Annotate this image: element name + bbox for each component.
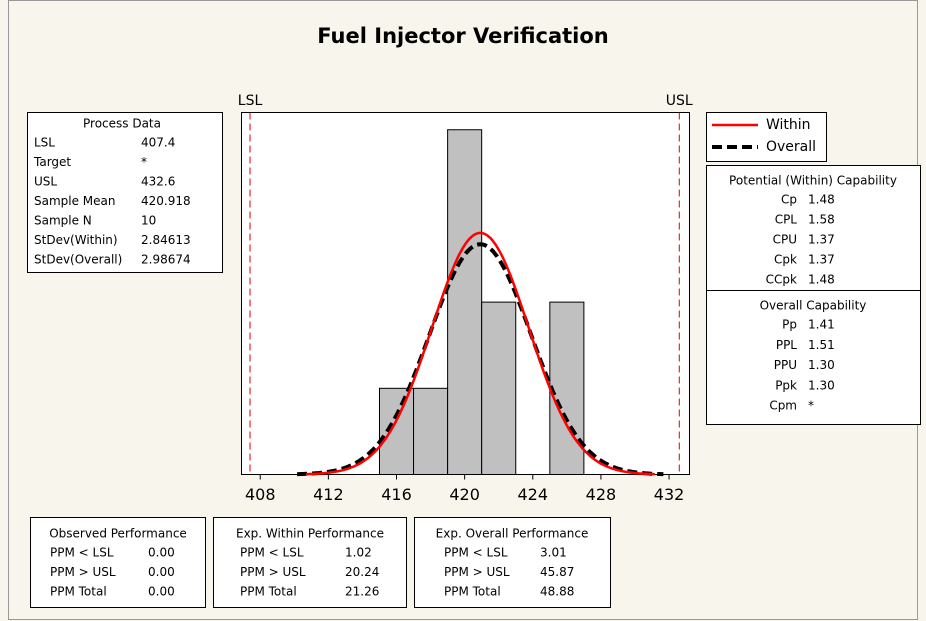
x-tick-label: 424 <box>518 485 549 504</box>
row-label: USL <box>34 175 57 189</box>
x-tick-label: 412 <box>313 485 344 504</box>
legend-label: Overall <box>766 139 816 155</box>
row-label: Sample Mean <box>34 194 116 208</box>
histogram-bar <box>378 387 415 475</box>
row-value: 1.37 <box>808 253 835 267</box>
x-tick-label: 420 <box>449 485 480 504</box>
row-value: 20.24 <box>345 565 379 579</box>
row-value: 407.4 <box>141 136 175 150</box>
row-label: StDev(Overall) <box>34 253 122 267</box>
histogram-bar <box>413 387 449 475</box>
row-label: PPM Total <box>444 585 501 599</box>
row-value: * <box>141 155 147 169</box>
row-label: PPM > USL <box>444 565 510 579</box>
row-label: StDev(Within) <box>34 233 118 247</box>
histogram-bar <box>549 301 585 475</box>
row-label: Cp <box>781 193 797 207</box>
row-value: 48.88 <box>540 585 574 599</box>
row-label: Ppk <box>775 378 797 392</box>
legend-label: Within <box>766 117 811 133</box>
row-label: PPM Total <box>50 585 107 599</box>
row-value: 1.02 <box>345 546 372 560</box>
row-label: PPM > USL <box>50 565 116 579</box>
chart-title: Fuel Injector Verification <box>317 24 609 48</box>
row-label: CPL <box>775 213 798 227</box>
x-tick-label: 432 <box>654 485 685 504</box>
within-box <box>213 517 407 608</box>
row-label: CCpk <box>766 273 797 287</box>
row-label: Cpk <box>774 253 797 267</box>
row-label: Sample N <box>34 214 92 228</box>
row-label: Target <box>33 155 71 169</box>
x-tick-label: 428 <box>586 485 617 504</box>
row-value: 1.48 <box>808 193 835 207</box>
row-value: 1.30 <box>808 358 835 372</box>
table-title: Process Data <box>83 117 161 131</box>
row-label: LSL <box>34 136 55 150</box>
row-label: PPM < LSL <box>444 546 508 560</box>
row-value: 0.00 <box>148 546 175 560</box>
histogram-bar <box>447 129 483 475</box>
row-value: 1.37 <box>808 233 835 247</box>
row-value: 1.58 <box>808 213 835 227</box>
row-value: * <box>808 399 814 413</box>
observed-box <box>30 517 206 608</box>
row-label: Pp <box>782 318 797 332</box>
row-label: PPU <box>774 358 797 372</box>
row-label: PPM Total <box>240 585 297 599</box>
table-title: Overall Capability <box>760 299 867 313</box>
row-label: PPM < LSL <box>240 546 304 560</box>
row-value: 1.30 <box>808 378 835 392</box>
row-label: PPM > USL <box>240 565 306 579</box>
table-title: Exp. Within Performance <box>236 527 384 541</box>
row-value: 10 <box>141 214 156 228</box>
fit-curve <box>305 231 655 476</box>
row-value: 2.84613 <box>141 233 191 247</box>
x-tick-label: 408 <box>245 485 276 504</box>
row-value: 1.51 <box>808 338 835 352</box>
overall-box <box>414 517 611 608</box>
table-title: Observed Performance <box>49 527 187 541</box>
row-value: 1.48 <box>808 273 835 287</box>
process-data-box <box>27 112 223 273</box>
row-value: 2.98674 <box>141 253 191 267</box>
row-value: 21.26 <box>345 585 379 599</box>
row-label: CPU <box>773 233 797 247</box>
table-title: Potential (Within) Capability <box>729 174 897 188</box>
row-label: Cpm <box>769 399 797 413</box>
row-label: PPL <box>776 338 797 352</box>
row-value: 3.01 <box>540 546 567 560</box>
x-tick-label: 416 <box>381 485 412 504</box>
row-value: 1.41 <box>808 318 835 332</box>
capability-box <box>706 165 921 425</box>
row-value: 0.00 <box>148 565 175 579</box>
legend-box <box>706 112 827 162</box>
spec-label: LSL <box>238 93 263 109</box>
spec-label: USL <box>666 93 693 109</box>
row-value: 432.6 <box>141 175 175 189</box>
row-value: 45.87 <box>540 565 574 579</box>
histogram-bar <box>481 301 517 475</box>
table-title: Exp. Overall Performance <box>436 527 589 541</box>
row-label: PPM < LSL <box>50 546 114 560</box>
row-value: 420.918 <box>141 194 191 208</box>
fit-curve <box>297 242 664 477</box>
row-value: 0.00 <box>148 585 175 599</box>
